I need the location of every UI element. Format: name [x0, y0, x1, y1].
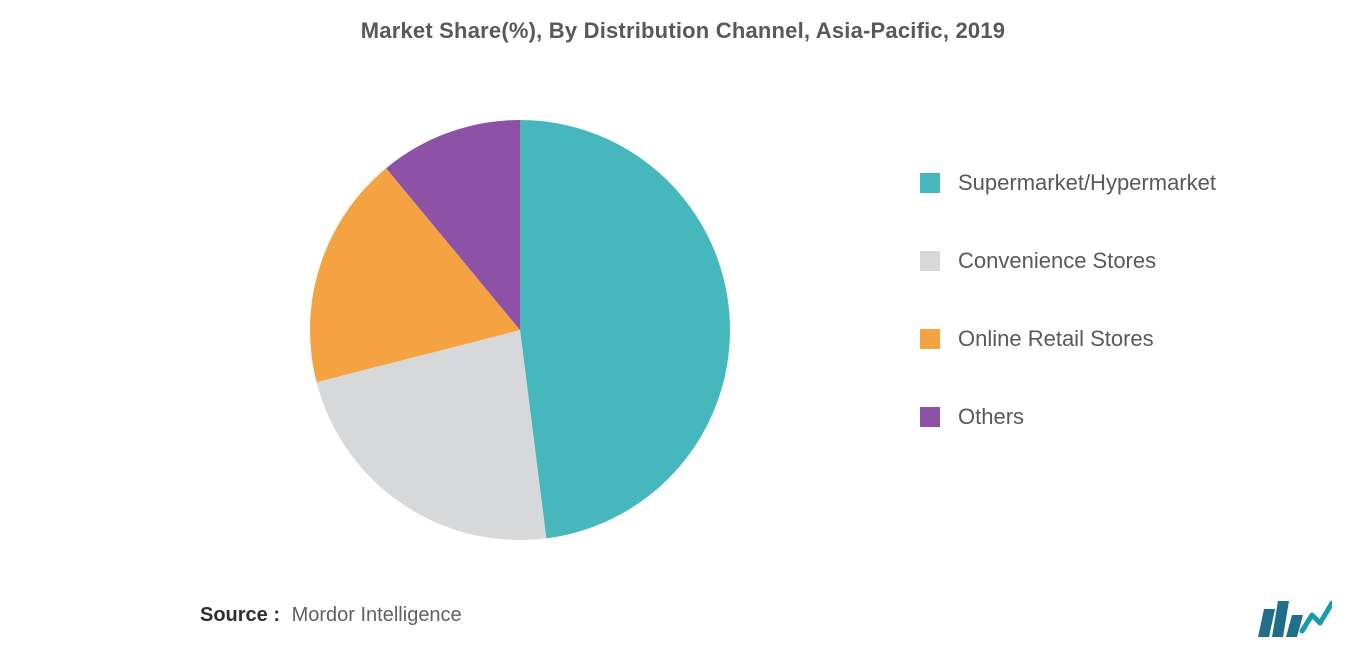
- legend-label: Online Retail Stores: [958, 326, 1154, 352]
- pie-chart: [310, 120, 730, 540]
- chart-container: Market Share(%), By Distribution Channel…: [0, 0, 1366, 655]
- legend-swatch: [920, 251, 940, 271]
- legend-swatch: [920, 407, 940, 427]
- legend-item: Others: [920, 404, 1216, 430]
- legend: Supermarket/Hypermarket Convenience Store…: [920, 170, 1216, 430]
- legend-item: Convenience Stores: [920, 248, 1216, 274]
- chart-title: Market Share(%), By Distribution Channel…: [0, 18, 1366, 44]
- legend-item: Supermarket/Hypermarket: [920, 170, 1216, 196]
- source-line: Source : Mordor Intelligence: [200, 604, 462, 627]
- legend-label: Convenience Stores: [958, 248, 1156, 274]
- source-value: Mordor Intelligence: [292, 604, 462, 626]
- legend-item: Online Retail Stores: [920, 326, 1216, 352]
- brand-logo-svg: [1258, 597, 1332, 637]
- pie-slice: [520, 120, 730, 538]
- pie-svg: [310, 120, 730, 540]
- brand-logo: [1258, 597, 1332, 637]
- legend-label: Others: [958, 404, 1024, 430]
- legend-label: Supermarket/Hypermarket: [958, 170, 1216, 196]
- legend-swatch: [920, 173, 940, 193]
- source-label: Source :: [200, 604, 280, 626]
- legend-swatch: [920, 329, 940, 349]
